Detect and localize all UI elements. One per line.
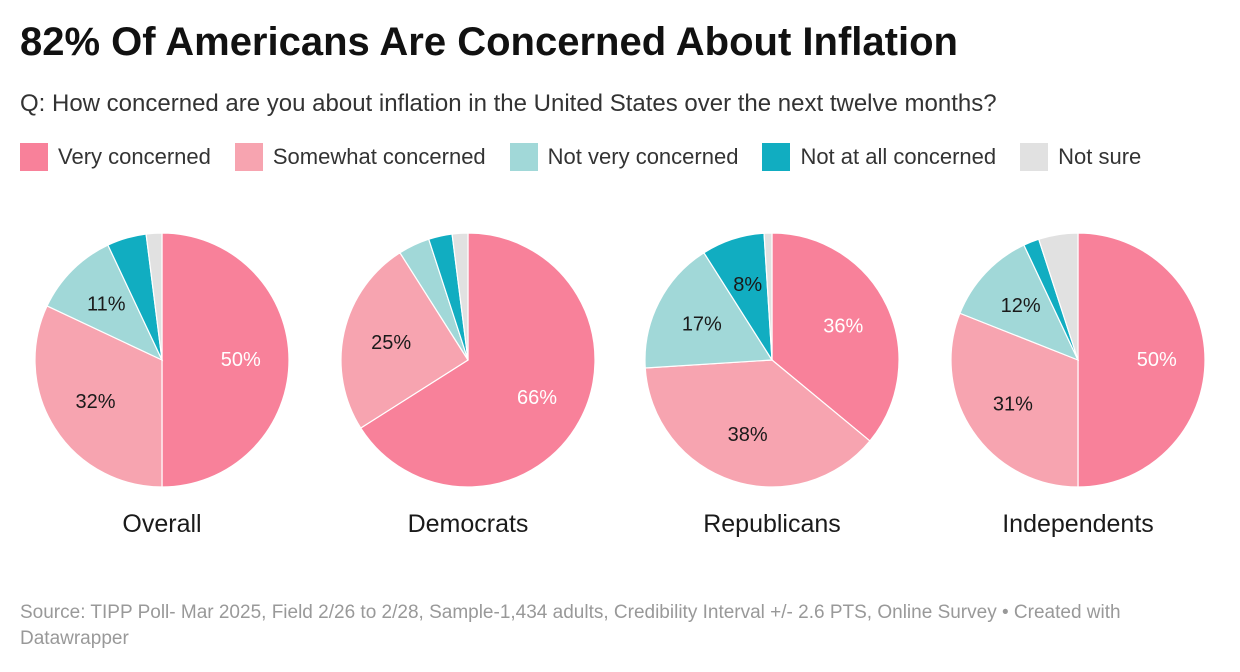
pie-republicans: 36% 38% 17% 8% Republicans: [644, 232, 900, 538]
legend-item-very-concerned: Very concerned: [20, 143, 211, 171]
pie-data-label: 32%: [76, 391, 116, 413]
pie-data-label: 31%: [993, 393, 1033, 415]
pie-charts: 50% 32% 11% Overall 66% 25% Democrats 36% 38% 17%…: [34, 232, 1206, 538]
pie-slice-not-very-concerned: [46, 244, 164, 362]
pie-slice-not-sure: [763, 232, 773, 361]
legend-label: Somewhat concerned: [272, 144, 486, 169]
legend-label: Not very concerned: [547, 144, 739, 169]
chart-title: 82% Of Americans Are Concerned About Inf…: [20, 20, 958, 64]
legend-swatch: [20, 143, 48, 171]
pie-overall: 50% 32% 11% Overall: [34, 232, 290, 538]
pie-democrats: 66% 25% Democrats: [340, 232, 596, 538]
pie-data-label: 12%: [1001, 295, 1041, 317]
pie-slice-very-concerned: [1077, 232, 1206, 488]
legend-item-not-at-all-concerned: Not at all concerned: [762, 143, 996, 171]
chart-subtitle: Q: How concerned are you about inflation…: [20, 90, 997, 117]
pie-slice-not-sure: [451, 232, 469, 361]
legend-swatch: [1020, 143, 1049, 171]
pie-slice-somewhat-concerned: [644, 359, 871, 488]
pie-data-label: 50%: [221, 349, 261, 371]
legend-label: Not at all concerned: [800, 144, 997, 169]
source-footer: Source: TIPP Poll- Mar 2025, Field 2/26 …: [20, 602, 1121, 649]
legend-label: Very concerned: [58, 144, 211, 169]
legend-item-not-sure: Not sure: [1020, 143, 1141, 171]
pie-slice-very-concerned: [161, 232, 290, 488]
pie-slice-very-concerned: [771, 232, 900, 442]
pie-data-label: 36%: [823, 315, 863, 337]
pie-independents: 50% 31% 12% Independents: [950, 232, 1206, 538]
pie-slice-not-sure: [1037, 232, 1079, 361]
legend-swatch: [234, 143, 263, 171]
pie-slice-somewhat-concerned: [950, 312, 1079, 488]
pie-group-label: Independents: [1002, 510, 1154, 538]
pie-data-label: 8%: [733, 274, 762, 296]
pie-data-label: 25%: [371, 332, 411, 354]
pie-slice-somewhat-concerned: [34, 305, 163, 488]
pie-group-label: Republicans: [703, 510, 841, 538]
pie-slice-very-concerned: [359, 232, 596, 488]
pie-slice-not-very-concerned: [644, 251, 774, 369]
pie-data-label: 17%: [682, 313, 722, 335]
legend-item-somewhat-concerned: Somewhat concerned: [234, 143, 486, 171]
pie-slice-somewhat-concerned: [340, 251, 469, 429]
legend-item-not-very-concerned: Not very concerned: [509, 143, 739, 171]
legend-swatch: [509, 143, 538, 171]
pie-slice-not-sure: [145, 232, 163, 361]
pie-group-label: Overall: [122, 510, 201, 538]
pie-data-label: 11%: [87, 293, 126, 315]
legend-swatch: [762, 143, 791, 171]
pie-group-label: Democrats: [408, 510, 529, 538]
pie-data-label: 66%: [517, 387, 557, 409]
legend: Very concerned Somewhat concerned Not ve…: [20, 143, 1165, 171]
pie-data-label: 50%: [1137, 349, 1177, 371]
pie-data-label: 38%: [728, 424, 768, 446]
legend-label: Not sure: [1058, 144, 1142, 169]
pie-slice-not-very-concerned: [959, 244, 1080, 362]
